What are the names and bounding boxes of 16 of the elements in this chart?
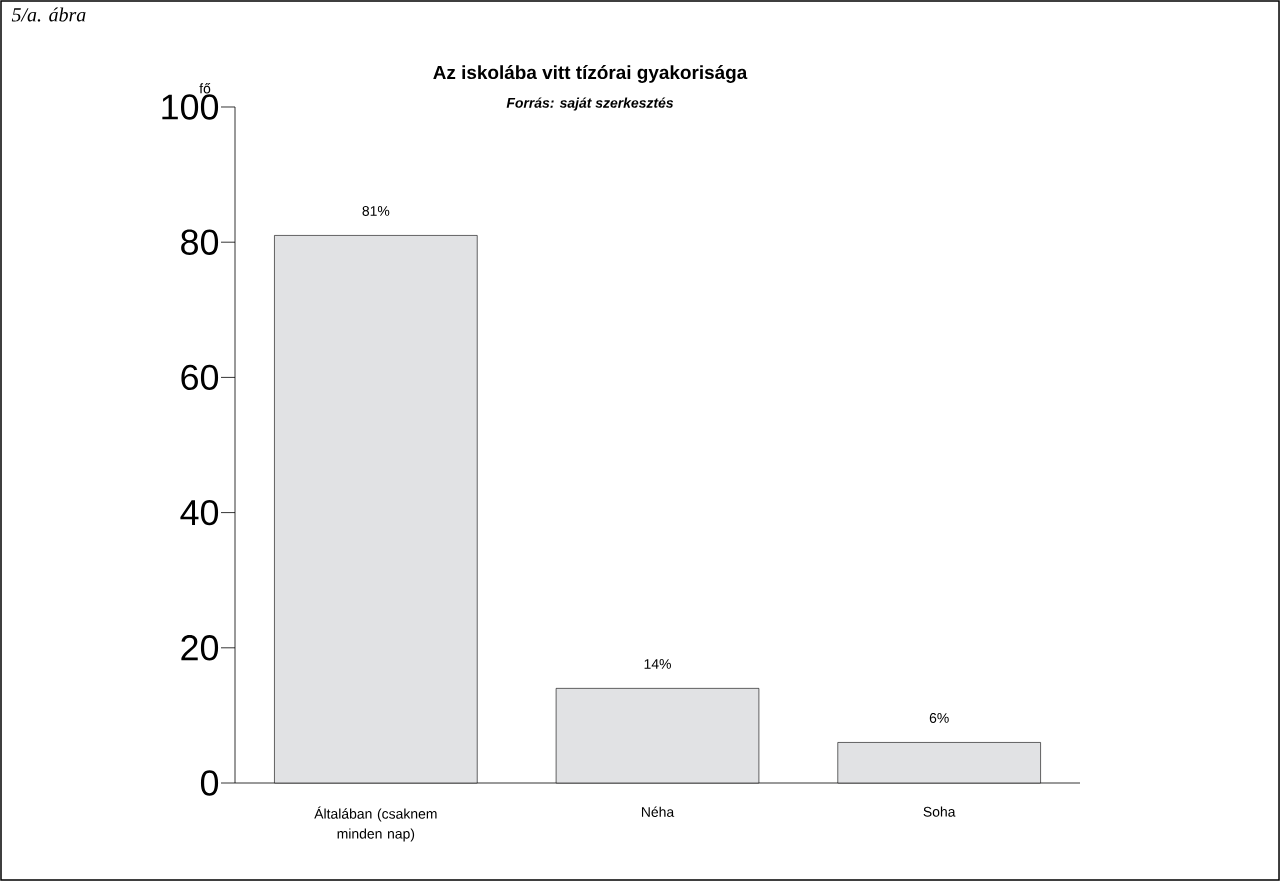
- y-tick-label: 40: [180, 499, 219, 526]
- y-tick-label: 80: [181, 229, 219, 255]
- y-axis-title: fő: [199, 83, 211, 94]
- data-label: 81%: [362, 206, 390, 216]
- y-tick-label: 100: [162, 94, 219, 120]
- y-tick-label: 60: [181, 364, 219, 391]
- text: 5/a. ábra: [11, 7, 86, 22]
- x-tick-label: Soha: [923, 806, 956, 817]
- data-label: 6%: [929, 713, 949, 723]
- chart-subtitle: Forrás: saját szerkesztés: [506, 97, 674, 111]
- x-tick-label: Néha: [641, 806, 675, 817]
- x-tick-label: Általában (csaknem minden nap): [314, 806, 437, 842]
- chart-title: Az iskolába vitt tízórai gyakorisága: [433, 65, 748, 83]
- y-tick-label: 0: [200, 770, 219, 796]
- data-label: 14%: [644, 659, 671, 669]
- y-tick-label: 20: [181, 635, 219, 661]
